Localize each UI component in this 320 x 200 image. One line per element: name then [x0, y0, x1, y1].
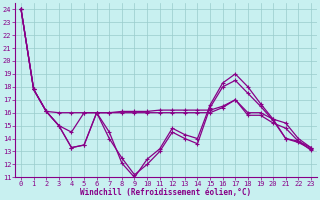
X-axis label: Windchill (Refroidissement éolien,°C): Windchill (Refroidissement éolien,°C)	[80, 188, 252, 197]
